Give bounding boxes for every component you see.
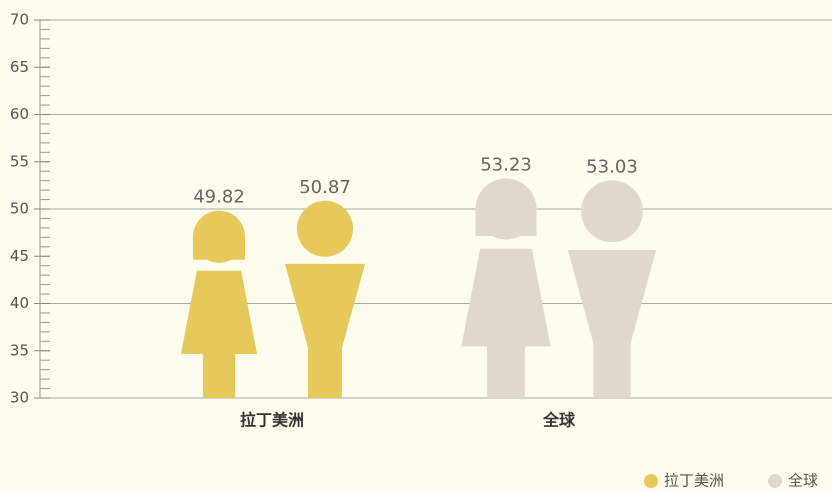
icon-head (581, 180, 643, 243)
icon-head (296, 200, 354, 257)
y-tick-label: 65 (10, 58, 29, 76)
y-tick-label: 50 (10, 200, 29, 218)
y-tick-label: 40 (10, 294, 29, 312)
icon-torso (284, 263, 366, 348)
pictogram-bar (567, 180, 657, 398)
legend-label: 拉丁美洲 (664, 472, 724, 490)
pictogram-bar (461, 178, 551, 398)
icon-legs (308, 347, 342, 398)
legend-swatch (768, 474, 782, 488)
icon-hair (475, 208, 537, 236)
value-label: 53.03 (586, 156, 638, 177)
legend-swatch (644, 474, 658, 488)
x-tick-label: 全球 (542, 411, 576, 430)
x-tick-label: 拉丁美洲 (240, 411, 304, 430)
y-tick-label: 30 (10, 389, 29, 407)
pictogram-bar (180, 210, 258, 398)
y-tick-label: 60 (10, 105, 29, 123)
icon-dress (461, 248, 551, 347)
icon-legs (487, 345, 525, 398)
value-label: 50.87 (299, 177, 351, 198)
value-label: 49.82 (193, 187, 245, 208)
icon-legs (593, 342, 631, 398)
value-label: 53.23 (480, 154, 532, 175)
icon-hair (192, 236, 246, 260)
legend-label: 全球 (788, 472, 818, 490)
y-tick-label: 45 (10, 247, 29, 265)
icon-torso (567, 250, 657, 343)
pictogram-bar (284, 200, 366, 398)
icon-legs (202, 353, 236, 398)
y-tick-label: 70 (10, 11, 29, 29)
icon-dress (180, 270, 258, 354)
y-tick-label: 55 (10, 152, 29, 170)
y-tick-label: 35 (10, 341, 29, 359)
